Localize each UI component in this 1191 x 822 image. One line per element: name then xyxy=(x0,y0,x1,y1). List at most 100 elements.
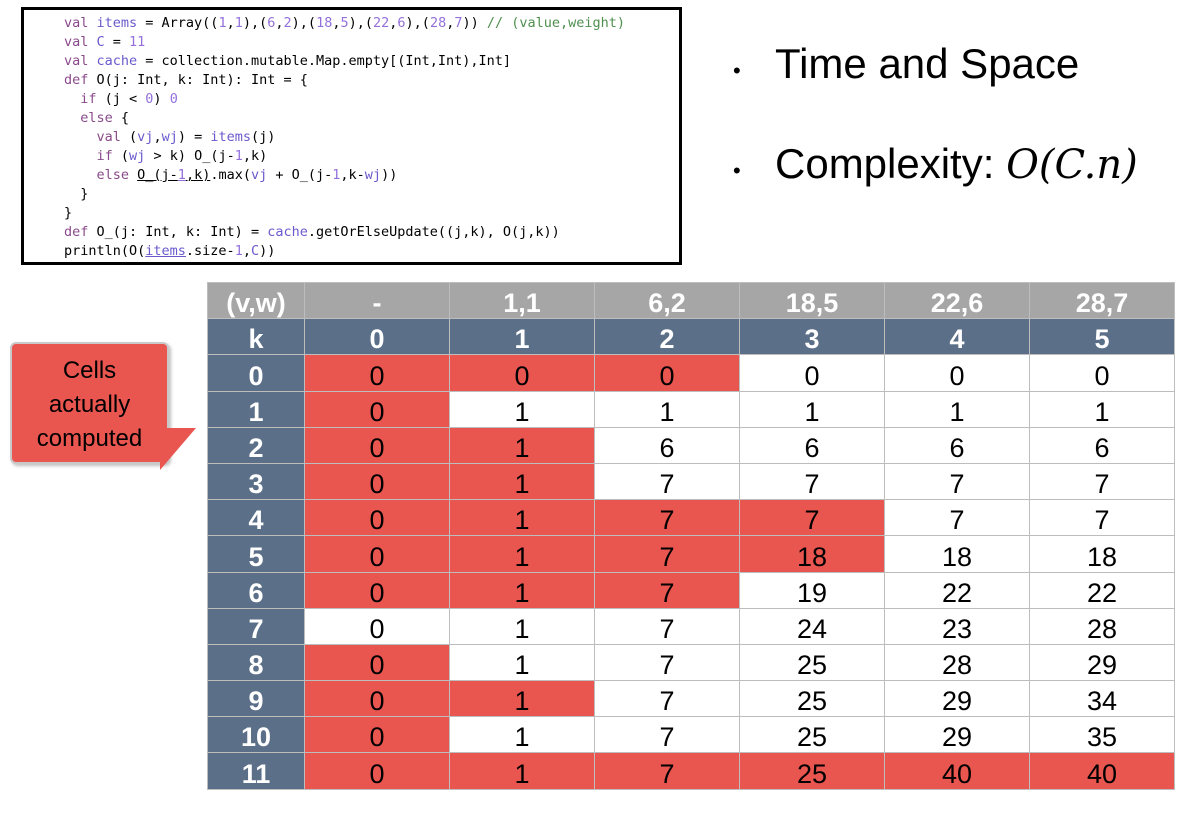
code-token: 1 xyxy=(234,243,243,259)
table-cell: 7 xyxy=(594,535,740,573)
code-line: def O_(j: Int, k: Int) = cache.getOrElse… xyxy=(64,223,625,242)
table-cell: 1 xyxy=(449,535,595,573)
code-token: wj xyxy=(364,167,382,183)
code-line: if (wj > k) O_(j-1,k) xyxy=(64,147,625,166)
header-row-value-weight: (v,w) -1,1 6,2 18,5 22,6 28,7 xyxy=(207,281,1175,320)
code-token: 6 xyxy=(267,15,276,31)
table-cell: 1 xyxy=(449,426,595,464)
callout-line: Cells xyxy=(62,357,117,384)
code-token: 0 xyxy=(169,91,178,107)
code-token: 7 xyxy=(454,15,463,31)
complexity-label: Complexity: xyxy=(775,140,995,187)
table-cell: 6 xyxy=(1029,426,1175,464)
table-cell: 24 xyxy=(739,607,885,645)
code-token: C xyxy=(250,243,260,259)
table-row: 5 0 1 7 18 18 18 xyxy=(207,535,1175,573)
code-token: )) xyxy=(259,243,276,259)
code-token: cache xyxy=(96,53,138,69)
code-token: 6 xyxy=(397,15,406,31)
table-cell: 0 xyxy=(304,426,450,464)
code-token: (j) xyxy=(251,129,276,145)
table-row: 9 0 1 7 25 29 34 xyxy=(207,680,1175,718)
code-token: = collection.mutable.Map.empty[(Int,Int)… xyxy=(137,53,512,69)
table-cell: 0 xyxy=(594,354,740,392)
table-cell: 7 xyxy=(1029,462,1175,501)
table-cell: 6 xyxy=(739,426,885,464)
code-token: } xyxy=(64,186,89,202)
code-token: ),( xyxy=(242,15,268,31)
row-header-cell: 8 xyxy=(207,643,305,682)
bullet-text: Complexity: O(C.n) xyxy=(775,140,1138,188)
code-token: )) xyxy=(462,15,487,31)
code-token: if xyxy=(64,91,105,107)
row-header-cell: 0 xyxy=(207,354,305,392)
code-token: + O_(j- xyxy=(267,167,333,183)
code-token: ) xyxy=(153,91,170,107)
table-row: 10 0 1 7 25 29 35 xyxy=(207,716,1175,754)
code-listing: val items = Array((1,1),(6,2),(18,5),(22… xyxy=(64,14,625,261)
code-token: def xyxy=(64,224,97,240)
code-line: else { xyxy=(64,109,625,128)
row-header-cell: 6 xyxy=(207,571,305,609)
table-cell: 1 xyxy=(1029,390,1175,428)
table-cell: 7 xyxy=(594,752,740,790)
code-token: val xyxy=(64,53,97,69)
table-row: 11 0 1 7 25 40 40 xyxy=(207,752,1175,790)
code-token: val xyxy=(64,34,97,50)
row-header-cell: 11 xyxy=(207,752,305,790)
header-cell: 4 xyxy=(884,318,1030,356)
table-cell: 1 xyxy=(449,643,595,682)
code-token: else xyxy=(64,110,121,126)
table-cell: 0 xyxy=(304,680,450,718)
table-cell: 1 xyxy=(449,752,595,790)
row-header-cell: 1 xyxy=(207,390,305,428)
code-token: .size- xyxy=(185,243,235,259)
code-box: val items = Array((1,1),(6,2),(18,5),(22… xyxy=(21,7,682,265)
table-cell: 25 xyxy=(739,716,885,754)
table-cell: 40 xyxy=(1029,752,1175,790)
table-cell: 7 xyxy=(594,462,740,501)
row-header-cell: 9 xyxy=(207,680,305,718)
code-token: ,k) xyxy=(185,167,211,183)
table-cell: 40 xyxy=(884,752,1030,790)
dp-table: (v,w) -1,1 6,2 18,5 22,6 28,7 k 0 1 2 3 4 5 0 0 0 0 0 0 0 1 0… xyxy=(207,281,1175,790)
code-token: ( xyxy=(120,148,130,164)
header-cell: - xyxy=(304,281,450,320)
code-token: println(O( xyxy=(64,243,146,259)
code-token: C xyxy=(96,34,105,50)
table-cell: 0 xyxy=(304,462,450,501)
code-token: ),( xyxy=(291,15,317,31)
code-token: if xyxy=(64,148,121,164)
table-cell: 7 xyxy=(1029,499,1175,537)
code-token: ) = xyxy=(177,129,211,145)
code-token: .getOrElseUpdate((j,k), O(j,k)) xyxy=(307,224,560,240)
code-token: val xyxy=(64,129,130,145)
code-token: items xyxy=(210,129,251,145)
code-token: 0 xyxy=(145,91,154,107)
code-token: 2 xyxy=(283,15,292,31)
bullet-dot-icon: • xyxy=(733,158,741,183)
code-token: , xyxy=(242,243,251,259)
code-token: 11 xyxy=(129,34,146,50)
code-token: items xyxy=(96,15,138,31)
code-token: )) xyxy=(381,167,398,183)
code-token: 18 xyxy=(316,15,333,31)
code-token: , xyxy=(389,15,398,31)
table-cell: 18 xyxy=(739,535,885,573)
bullet-text: Time and Space xyxy=(775,40,1080,87)
header-cell: 1 xyxy=(449,318,595,356)
row-header-cell: 7 xyxy=(207,607,305,645)
code-token: 1 xyxy=(234,148,243,164)
table-cell: 25 xyxy=(739,643,885,682)
code-line: if (j < 0) 0 xyxy=(64,90,625,109)
table-cell: 0 xyxy=(1029,354,1175,392)
callout: Cells actually computed xyxy=(10,342,169,464)
code-line: val cache = collection.mutable.Map.empty… xyxy=(64,52,625,71)
code-token: cache xyxy=(267,224,308,240)
row-header-cell: 4 xyxy=(207,499,305,537)
table-cell: 1 xyxy=(594,390,740,428)
header-cell: k xyxy=(207,318,305,356)
